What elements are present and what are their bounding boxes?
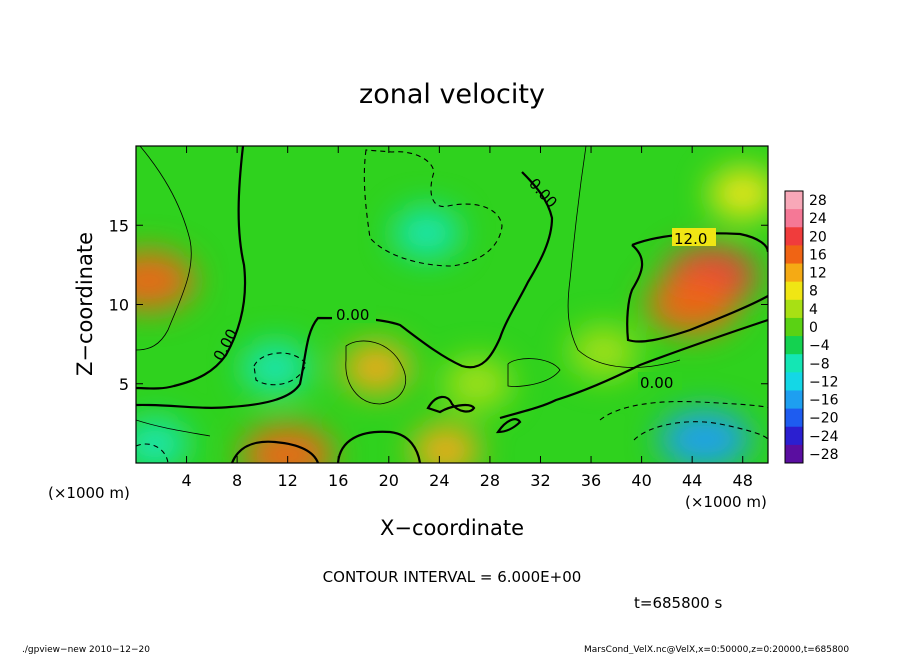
contour-thin-2 — [345, 340, 406, 405]
colorbar-tick-label: −8 — [809, 356, 830, 372]
x-tick-label: 16 — [328, 471, 348, 490]
colorbar-tick-label: −20 — [809, 411, 839, 427]
x-tick-label: 24 — [429, 471, 449, 490]
contour-zero-small-1 — [426, 395, 476, 414]
chart-title: zonal velocity — [359, 79, 545, 110]
y-tick-label: 10 — [109, 296, 129, 315]
x-tick-label: 20 — [379, 471, 399, 490]
colorbar-segment — [785, 408, 803, 428]
contour-lines-zero — [136, 146, 768, 463]
contour-zero-small-2 — [495, 418, 522, 434]
heat-blob — [342, 341, 411, 394]
x-tick-label: 44 — [682, 471, 702, 490]
contour-neg-top — [363, 149, 503, 267]
heat-blob — [392, 207, 461, 260]
contour-label: 0.00 — [640, 374, 673, 392]
heat-blob — [136, 250, 195, 311]
colorbar-segment — [785, 281, 803, 301]
contour-zero-center — [136, 171, 554, 409]
colorbar-tick-label: 28 — [809, 193, 827, 209]
colorbar-segment — [785, 299, 803, 319]
y-axis-title: Z−coordinate — [73, 232, 97, 376]
colorbar-tick-label: −12 — [809, 374, 839, 390]
x-tick-label: 36 — [581, 471, 601, 490]
colorbar-tick-label: 20 — [809, 229, 827, 245]
contour-label-bg — [638, 372, 682, 390]
x-unit-label-right: (×1000 m) — [685, 493, 767, 511]
contour-thin-5 — [136, 419, 211, 437]
x-tick-label: 48 — [733, 471, 753, 490]
colorbar: 28 24 20 16 12 8 4 0 −4 −8 −12 −16 −20 −24 −28 — [784, 190, 839, 464]
colorbar-segment — [785, 191, 803, 210]
x-tick-label: 8 — [232, 471, 242, 490]
heat-blob — [646, 274, 739, 335]
colorbar-segment — [785, 227, 803, 246]
colorbar-tick-label: −24 — [809, 429, 839, 445]
heat-blob — [136, 417, 189, 463]
x-unit-label-left: (×1000 m) — [48, 484, 130, 502]
colorbar-tick-label: 8 — [809, 284, 818, 300]
contour-neg-bottom-left — [136, 443, 169, 463]
colorbar-tick-label: −16 — [809, 393, 839, 409]
heat-blob — [708, 167, 768, 220]
colorbar-tick-label: 4 — [809, 302, 818, 318]
contour-thin-3 — [567, 146, 681, 368]
contour-lines-negative — [136, 149, 768, 463]
footer-right: MarsCond_VelX.nc@VelX,x=0:50000,z=0:2000… — [584, 645, 849, 654]
contour-thin-4 — [507, 358, 561, 387]
contour-zero-right — [499, 318, 768, 420]
contour-label-bg — [332, 305, 376, 323]
x-axis-title: X−coordinate — [380, 516, 524, 540]
contour-label: 0.00 — [336, 306, 369, 324]
colorbar-tick-label: 0 — [809, 320, 818, 336]
colorbar-segment — [785, 209, 803, 228]
footer-left: ./gpview−new 2010−12−20 — [22, 645, 150, 654]
contour-zero-left — [136, 146, 247, 390]
x-tick-label: 40 — [631, 471, 651, 490]
heat-blob — [411, 424, 480, 463]
heat-blob — [569, 326, 638, 379]
contour-zero-bottom-mid — [336, 430, 422, 463]
colorbar-segment — [785, 372, 803, 391]
contour-12 — [626, 232, 768, 343]
colorbar-frame — [784, 190, 804, 464]
contour-thin-1 — [136, 146, 192, 351]
contour-interval-text: CONTOUR INTERVAL = 6.000E+00 — [323, 568, 582, 586]
contour-neg-right-2 — [633, 421, 768, 441]
colorbar-tick-label: 16 — [809, 247, 827, 263]
contour-lines-thin — [136, 146, 681, 437]
contour-neg-right — [599, 400, 768, 421]
y-tick-label: 5 — [119, 375, 129, 394]
x-tick-label: 28 — [480, 471, 500, 490]
colorbar-tick-label: 12 — [809, 266, 827, 282]
x-tick-label: 4 — [181, 471, 191, 490]
colorbar-segment — [785, 390, 803, 410]
colorbar-segment — [785, 263, 803, 283]
y-tick-label: 15 — [109, 216, 129, 235]
x-axis: 4 8 12 16 20 24 28 32 36 40 44 48 — [181, 146, 753, 490]
contour-label: 12.0 — [674, 230, 707, 248]
heat-blob — [443, 357, 512, 410]
colorbar-tick-label: −4 — [809, 338, 830, 354]
time-text: t=685800 s — [634, 594, 722, 612]
y-axis: 5 10 15 — [109, 216, 768, 394]
colorbar-segment — [785, 444, 803, 464]
heat-blob — [658, 409, 751, 463]
colorbar-segment — [785, 426, 803, 446]
colorbar-tick-label: 24 — [809, 211, 827, 227]
x-tick-label: 12 — [278, 471, 298, 490]
x-tick-label: 32 — [530, 471, 550, 490]
colorbar-segment — [785, 245, 803, 265]
colorbar-segment — [785, 354, 803, 373]
contour-zero-bottom-left — [230, 440, 320, 463]
colorbar-tick-label: −28 — [809, 447, 839, 463]
contour-label-bg — [672, 228, 716, 246]
colorbar-segment — [785, 317, 803, 337]
colorbar-segment — [785, 336, 803, 355]
